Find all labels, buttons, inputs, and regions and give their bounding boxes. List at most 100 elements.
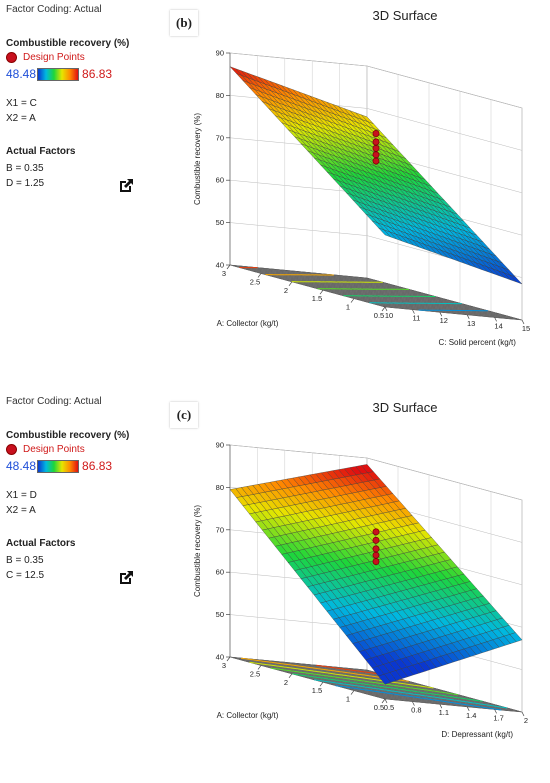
x-tick-mark — [412, 701, 415, 706]
chart-panel-c: Factor Coding: Actual Combustible recove… — [0, 392, 550, 783]
floor-contour — [317, 288, 409, 290]
x-tick-mark — [494, 317, 497, 322]
design-point — [372, 130, 380, 137]
design-point — [372, 157, 380, 165]
x-tick-label: 15 — [522, 324, 530, 333]
x-tick-label: 0.5 — [384, 703, 394, 712]
x-tick-label: 1.4 — [466, 711, 476, 720]
z-tick-label: 60 — [216, 176, 224, 185]
design-points-legend: Design Points — [6, 52, 85, 63]
design-point — [372, 536, 380, 544]
surface-cell — [509, 632, 523, 643]
floor-gridline — [249, 270, 387, 284]
design-point — [372, 558, 380, 565]
color-scale: 48.48 86.83 — [6, 459, 112, 473]
floor-contour — [292, 673, 483, 702]
z-tick-label: 90 — [216, 49, 224, 58]
x-tick-label: 14 — [494, 321, 502, 330]
design-points-legend: Design Points — [6, 444, 85, 455]
design-points-label: Design Points — [23, 52, 85, 63]
z-tick-label: 70 — [216, 525, 224, 534]
actual-factor-2: D = 1.25 — [6, 178, 45, 189]
y-tick-mark — [350, 298, 355, 303]
x-tick-label: 10 — [385, 311, 393, 320]
y-tick-label: 1.5 — [312, 294, 322, 303]
z-tick-label: 60 — [216, 568, 224, 577]
floor-gridline — [355, 276, 511, 320]
x-tick-mark — [466, 314, 470, 319]
y-tick-mark — [288, 673, 293, 679]
y-tick-label: 2.5 — [250, 277, 260, 286]
color-scale-max: 86.83 — [82, 459, 113, 473]
external-link-icon[interactable] — [118, 178, 134, 194]
design-points-label: Design Points — [23, 444, 85, 455]
x-tick-mark — [466, 706, 470, 711]
response-name: Combustible recovery (%) — [6, 38, 130, 49]
z-axis-title: Combustible recovery (%) — [193, 113, 202, 205]
chart-title: 3D Surface — [372, 400, 438, 415]
x-tick-mark — [439, 312, 443, 317]
z-tick-label: 80 — [216, 483, 224, 492]
y-tick-label: 2 — [284, 286, 288, 295]
y-tick-mark — [226, 264, 231, 270]
external-link-icon[interactable] — [118, 570, 134, 586]
floor-contour — [316, 664, 385, 676]
color-scale-max: 86.83 — [82, 67, 113, 81]
y-tick-mark — [381, 306, 386, 312]
floor-gridline — [255, 271, 393, 286]
design-point — [372, 528, 380, 536]
chart-panel-b: Factor Coding: Actual Combustible recove… — [0, 0, 550, 391]
x-tick-mark — [521, 319, 525, 325]
y-tick-label: 2 — [284, 678, 288, 687]
x-axis-title: D: Depressant (kg/t) — [441, 730, 513, 739]
x-tick-mark — [494, 709, 497, 714]
color-scale-min: 48.48 — [6, 67, 37, 81]
y-tick-label: 0.5 — [374, 311, 384, 320]
design-point — [372, 551, 380, 559]
y-tick-mark — [226, 656, 231, 662]
floor-gridline — [361, 277, 517, 320]
z-tick-label: 40 — [216, 653, 224, 662]
x-tick-label: 2 — [524, 716, 528, 725]
floor-contour — [291, 281, 383, 283]
y-tick-mark — [257, 665, 262, 670]
x-tick-mark — [384, 306, 388, 312]
x-tick-label: 13 — [467, 319, 475, 328]
y-tick-mark — [350, 690, 355, 695]
floor-gridline — [366, 277, 523, 321]
x-tick-mark — [439, 704, 443, 709]
floor-contour — [270, 667, 459, 696]
y-tick-mark — [319, 681, 324, 687]
actual-factors-title: Actual Factors — [6, 146, 76, 157]
color-scale-min: 48.48 — [6, 459, 37, 473]
z-tick-label: 50 — [216, 218, 224, 227]
y-tick-label: 1 — [346, 695, 350, 704]
x-tick-mark — [412, 309, 415, 314]
y-tick-label: 1 — [346, 303, 350, 312]
z-tick-label: 70 — [216, 133, 224, 142]
floor-gridline — [229, 656, 368, 671]
floor-contour — [249, 661, 434, 689]
y-tick-label: 3 — [222, 269, 226, 278]
panel-letter: (c) — [170, 402, 198, 428]
y-tick-label: 1.5 — [312, 686, 322, 695]
chart-title: 3D Surface — [372, 8, 438, 23]
surface-cell — [509, 274, 523, 285]
x-tick-mark — [384, 698, 388, 704]
floor-gridline — [236, 266, 374, 280]
z-tick-label: 50 — [216, 610, 224, 619]
x-axis-title: C: Solid percent (kg/t) — [439, 338, 517, 347]
x1-factor: X1 = C — [6, 98, 37, 109]
x2-factor: X2 = A — [6, 505, 36, 516]
y-tick-mark — [319, 289, 324, 295]
actual-factor-2: C = 12.5 — [6, 570, 45, 581]
design-point-marker-icon — [6, 444, 17, 455]
floor-contour — [335, 685, 502, 711]
x-tick-label: 0.8 — [411, 706, 421, 715]
z-tick-label: 90 — [216, 441, 224, 450]
y-axis-title: A: Collector (kg/t) — [217, 319, 279, 328]
y-axis-title: A: Collector (kg/t) — [217, 711, 279, 720]
floor-contour — [369, 302, 462, 305]
